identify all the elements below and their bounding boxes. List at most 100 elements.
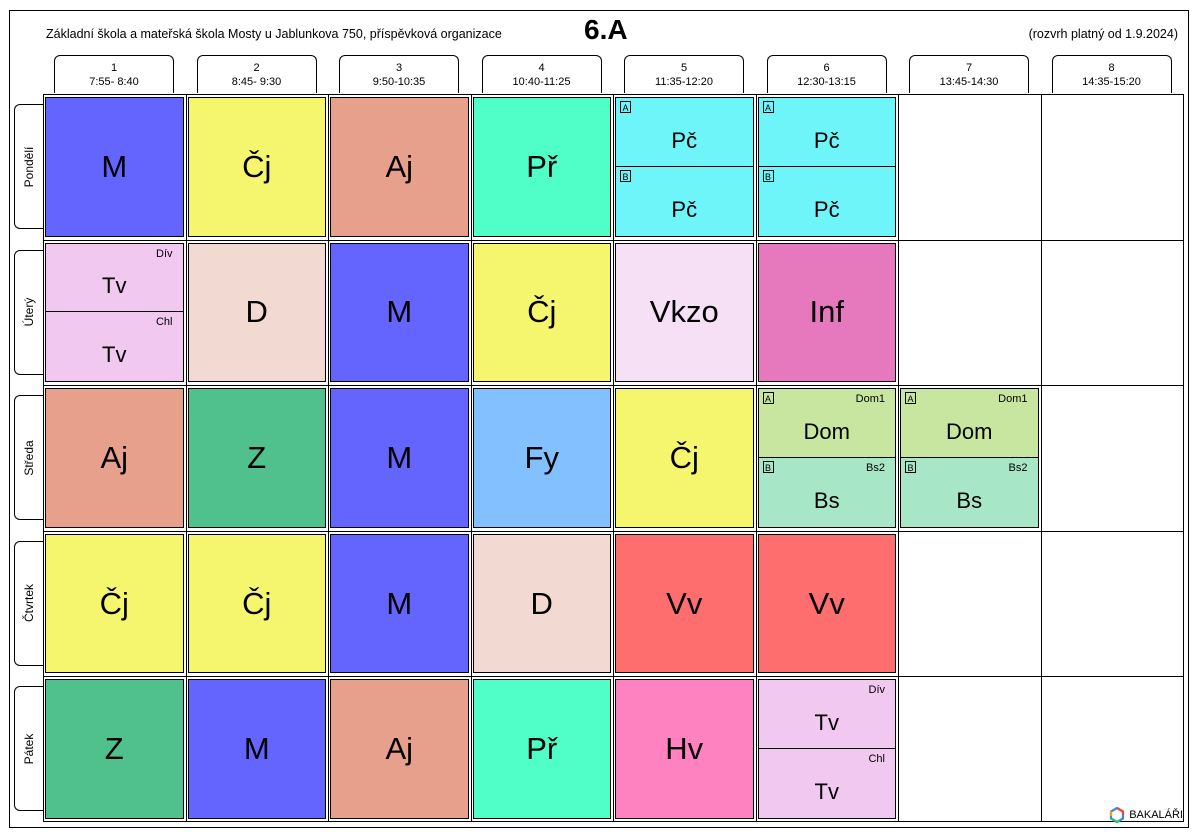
lesson-cell[interactable]: Př [472,679,611,819]
lesson-cell-split[interactable]: A Dom1 Dom B Bs2 Bs [900,388,1039,528]
lesson-cell[interactable]: Hv [615,679,754,819]
lesson-cell-split[interactable]: Dív Tv Chl Tv [45,242,184,383]
school-name: Základní škola a mateřská škola Mosty u … [46,27,502,41]
lesson-cell[interactable]: Př [472,97,611,237]
lesson-cell-split[interactable]: A Pč B Pč [757,97,896,237]
period-header: 2 8:45- 9:30 [196,55,317,93]
subject-label: Bs [813,487,840,513]
lesson-cell[interactable]: Inf [757,242,896,383]
grid-column-line [613,94,614,822]
subject-label: Bs [956,487,983,513]
lesson-cell[interactable]: Fy [472,388,611,528]
day-header: Pondělí [14,104,43,229]
lesson-cell[interactable]: Čj [615,388,754,528]
lesson-cell[interactable]: Čj [45,533,184,674]
period-header: 6 12:30-13:15 [766,55,887,93]
subject-label: Tv [814,710,839,736]
subject-label: Pč [671,196,698,222]
lesson-cell[interactable]: M [330,242,469,383]
lesson-half[interactable]: B Bs2 Bs [901,457,1038,527]
lesson-half[interactable]: A Dom1 Dom [901,389,1038,458]
period-time: 9:50-10:35 [372,76,426,88]
lesson-cell[interactable]: Vv [757,533,896,674]
lesson-cell[interactable]: Čj [187,533,326,674]
subject-label: M [101,148,128,184]
grid-column-line [185,94,187,822]
lesson-cell[interactable]: M [330,533,469,674]
lesson-cell[interactable]: Vv [615,533,754,674]
subject-label: Pč [671,127,698,153]
lesson-half[interactable]: Chl Tv [46,312,183,382]
lesson-half[interactable]: Chl Tv [758,749,895,818]
day-label: Pátek [22,733,36,765]
group-badge: A [762,392,774,405]
validity-date: (rozvrh platný od 1.9.2024) [1028,27,1178,41]
logo-text: BAKALÁŘI [1129,809,1183,821]
lesson-half[interactable]: A Pč [616,98,753,167]
lesson-cell[interactable]: Z [45,679,184,819]
lesson-cell[interactable]: M [45,97,184,237]
day-header: Čtvrtek [14,540,43,666]
subject-label: Vkzo [649,294,719,330]
lesson-cell[interactable]: Aj [330,97,469,237]
grid-row-line [43,676,1184,678]
group-badge: B [762,460,774,473]
grid-column-line [470,94,472,822]
period-header: 3 9:50-10:35 [339,55,459,93]
subject-label: Čj [527,294,557,330]
lesson-cell-split[interactable]: Dív Tv Chl Tv [757,679,896,819]
subject-label: Aj [100,439,129,475]
subject-label: Čj [99,585,129,621]
subject-label: Tv [102,273,127,299]
group-badge: B [905,460,916,473]
lesson-cell[interactable]: Aj [330,679,469,819]
period-number: 8 [1108,62,1115,74]
lesson-cell[interactable]: D [472,533,611,674]
lesson-half[interactable]: B Pč [758,166,895,236]
grid-row-line [43,239,1184,241]
grid-row-line [43,530,1184,532]
lesson-cell[interactable]: M [187,679,326,819]
grid-column-line [328,94,329,822]
room-label: Dom1 [998,393,1028,406]
bakalari-logo: BAKALÁŘI [1109,807,1183,823]
lesson-cell[interactable]: Vkzo [615,242,754,383]
period-number: 5 [680,62,688,74]
lesson-cell-split[interactable]: A Dom1 Dom B Bs2 Bs [757,388,896,528]
lesson-half[interactable]: B Bs2 Bs [758,457,895,527]
lesson-half[interactable]: Dív Tv [46,243,183,313]
group-badge: A [762,101,774,113]
period-time: 12:30-13:15 [797,76,856,88]
lesson-cell[interactable]: Čj [472,242,611,383]
subject-label: Vv [666,585,703,621]
subject-label: Z [247,439,267,475]
period-number: 7 [965,62,973,74]
lesson-cell[interactable]: Čj [187,97,326,237]
period-header: 7 13:45-14:30 [909,55,1029,93]
subject-label: M [386,294,413,330]
lesson-half[interactable]: B Pč [616,166,753,236]
lesson-half[interactable]: A Dom1 Dom [758,389,895,458]
lesson-half[interactable]: A Pč [758,98,895,167]
subject-label: Čj [669,439,699,475]
subject-label: M [386,439,413,475]
day-label: Středa [22,440,36,476]
subject-label: D [245,294,268,330]
grid-column-line [1040,94,1042,822]
subject-label: Aj [385,731,414,767]
subject-label: Př [526,731,558,767]
subject-label: Z [104,731,124,767]
lesson-cell[interactable]: Z [187,388,326,528]
lesson-half[interactable]: Dív Tv [758,680,895,750]
grid-column-line [755,94,757,822]
class-name: 6.A [584,14,628,45]
room-label: Dom1 [855,393,885,406]
lesson-cell[interactable]: M [330,388,469,528]
day-header: Pátek [14,686,43,812]
subject-label: Hv [665,731,704,767]
lesson-cell[interactable]: Aj [45,388,184,528]
lesson-cell-split[interactable]: A Pč B Pč [615,97,754,237]
period-time: 11:35-12:20 [655,76,713,88]
period-header: 5 11:35-12:20 [624,55,744,93]
lesson-cell[interactable]: D [187,242,326,383]
